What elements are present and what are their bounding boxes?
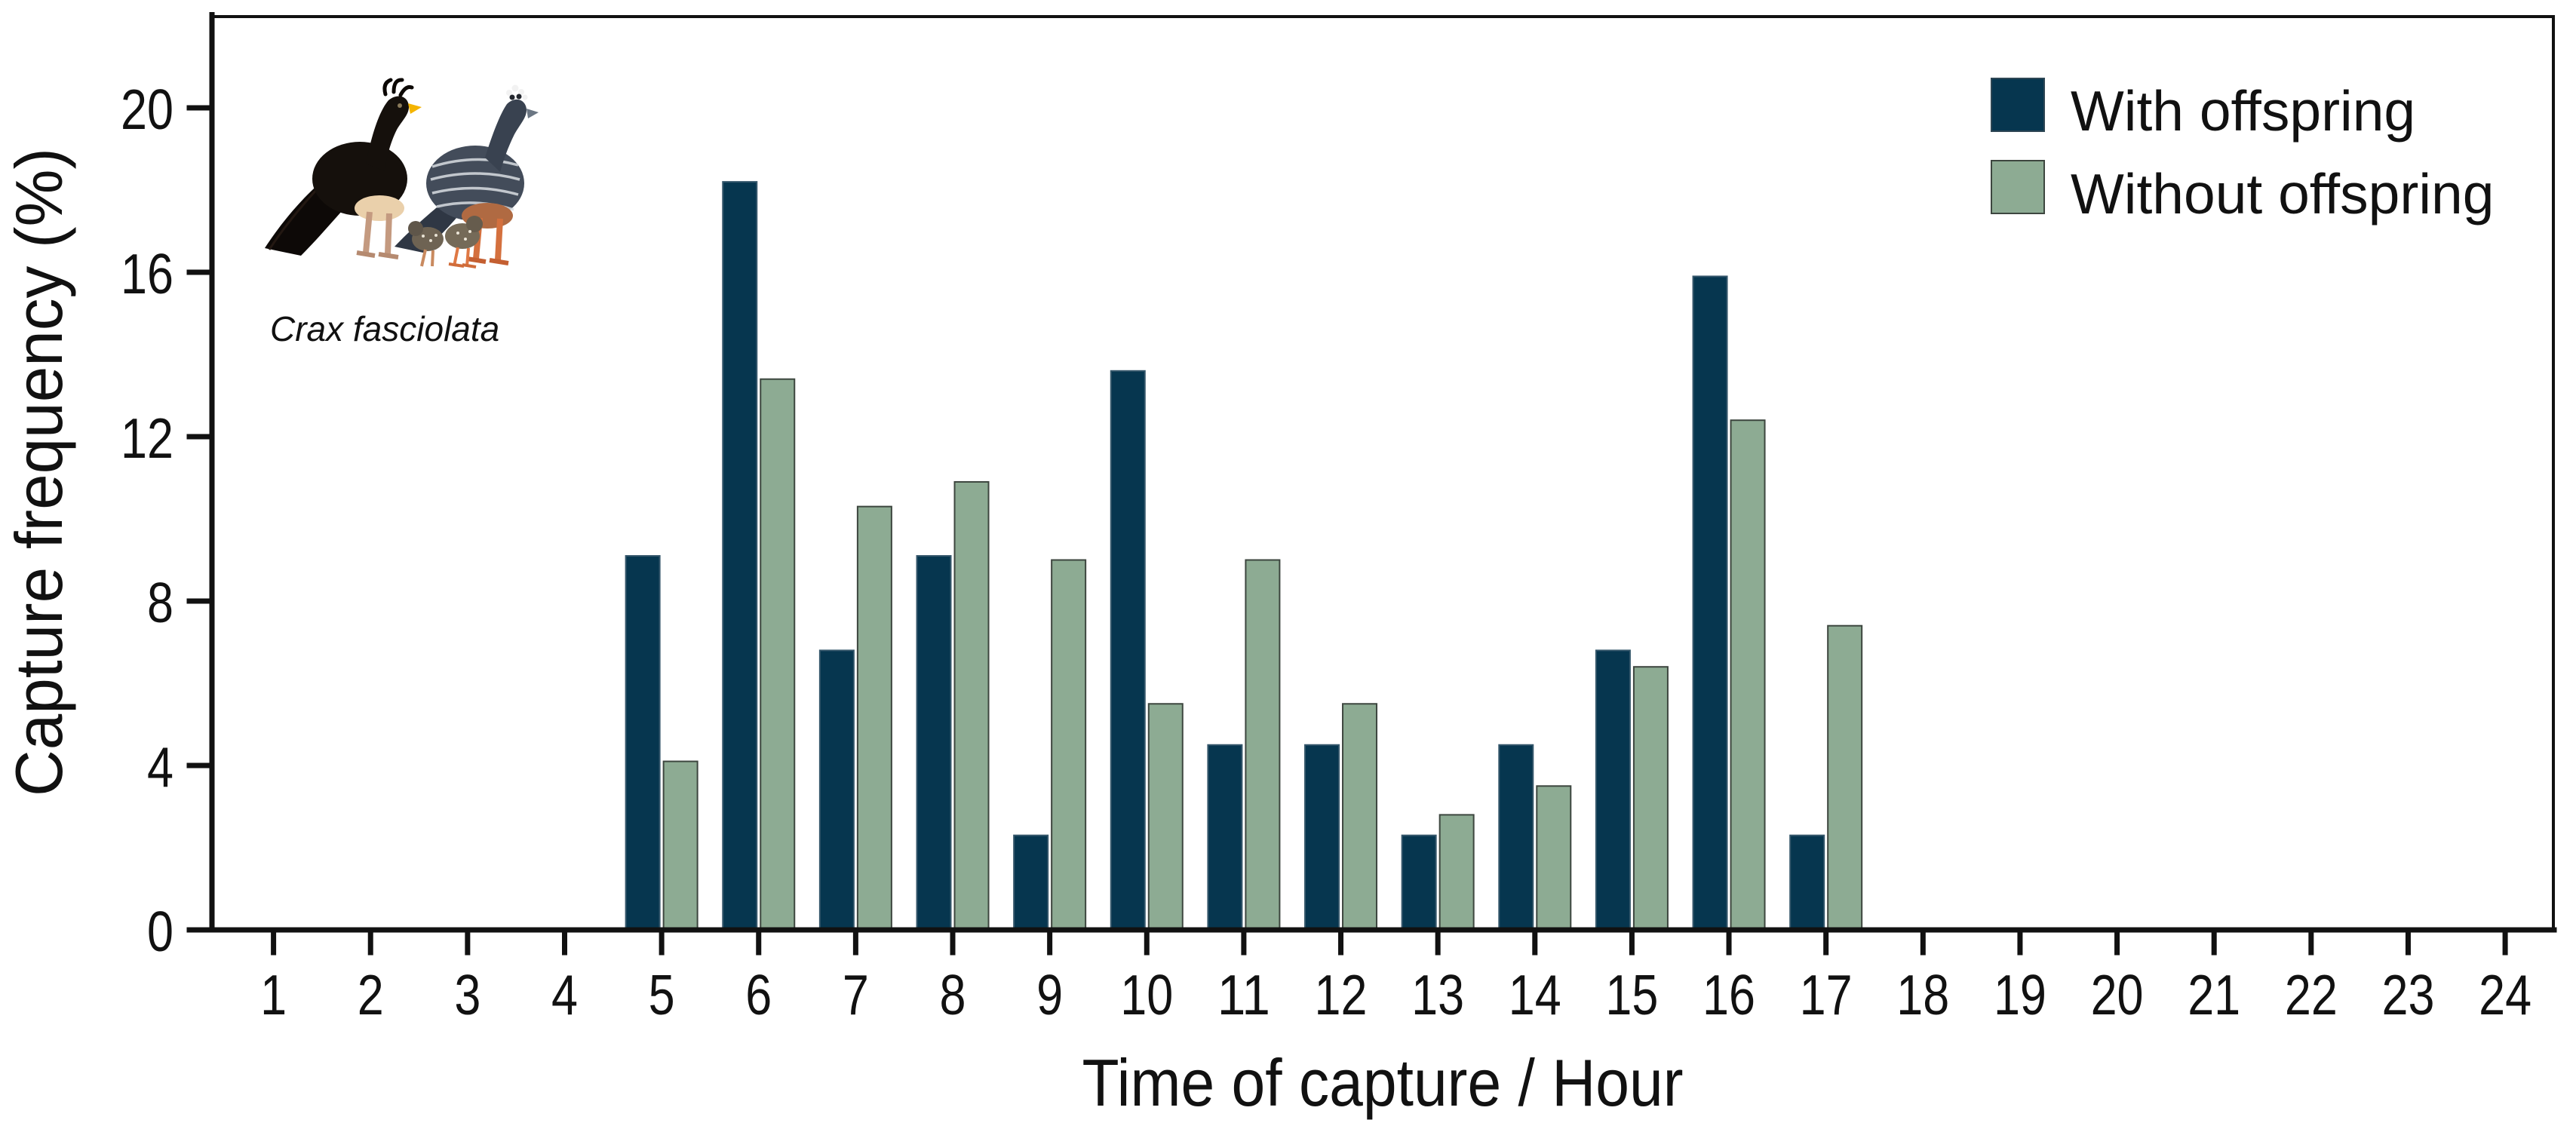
legend-label-without-offspring: Without offspring bbox=[2071, 162, 2494, 225]
x-tick-label: 8 bbox=[940, 963, 966, 1026]
x-tick-label: 9 bbox=[1036, 963, 1063, 1026]
bar-with-offspring-hour-8 bbox=[916, 555, 952, 931]
x-tick-label: 15 bbox=[1605, 963, 1658, 1026]
bar-with-offspring-hour-13 bbox=[1401, 834, 1437, 931]
bar-with-offspring-hour-5 bbox=[625, 555, 661, 931]
bar-without-offspring-hour-10 bbox=[1147, 703, 1184, 931]
bars-layer bbox=[625, 181, 1863, 931]
bar-without-offspring-hour-5 bbox=[662, 760, 698, 931]
bar-without-offspring-hour-16 bbox=[1730, 419, 1766, 931]
bar-with-offspring-hour-9 bbox=[1013, 834, 1049, 931]
legend: With offspring Without offspring bbox=[1991, 78, 2494, 225]
x-tick-label: 12 bbox=[1315, 963, 1368, 1026]
bar-without-offspring-hour-14 bbox=[1536, 785, 1572, 931]
y-tick-label: 4 bbox=[147, 735, 173, 799]
bar-with-offspring-hour-16 bbox=[1692, 275, 1728, 931]
bar-without-offspring-hour-12 bbox=[1342, 703, 1378, 931]
bar-without-offspring-hour-9 bbox=[1051, 559, 1087, 931]
male-curassow bbox=[265, 78, 422, 259]
bar-without-offspring-hour-11 bbox=[1245, 559, 1281, 931]
x-tick-label: 17 bbox=[1800, 963, 1853, 1026]
x-ticks-layer: 1 2 3 4 5 6 7 8 9 10 11 12 13 14 15 16 17 18 19 20 21 22 23 24 bbox=[260, 932, 2531, 1026]
bar-without-offspring-hour-8 bbox=[953, 480, 990, 931]
y-tick-label: 0 bbox=[147, 900, 173, 963]
x-tick-label: 20 bbox=[2091, 963, 2144, 1026]
y-tick-label: 8 bbox=[147, 571, 173, 634]
x-tick-label: 22 bbox=[2285, 963, 2338, 1026]
bar-without-offspring-hour-13 bbox=[1438, 814, 1475, 931]
x-tick-label: 4 bbox=[551, 963, 578, 1026]
y-ticks-layer: 0 4 8 12 16 20 bbox=[121, 78, 210, 963]
legend-swatch-without-offspring bbox=[1991, 160, 2045, 214]
x-tick-label: 16 bbox=[1702, 963, 1755, 1026]
bar-with-offspring-hour-15 bbox=[1595, 649, 1631, 931]
x-tick-label: 19 bbox=[1994, 963, 2046, 1026]
x-tick-label: 11 bbox=[1217, 963, 1270, 1026]
x-tick-label: 21 bbox=[2188, 963, 2240, 1026]
bar-without-offspring-hour-17 bbox=[1827, 624, 1863, 931]
y-tick-label: 16 bbox=[121, 242, 173, 305]
x-tick-label: 23 bbox=[2381, 963, 2434, 1026]
legend-swatch-with-offspring bbox=[1991, 78, 2045, 132]
bird-illustration bbox=[265, 78, 539, 268]
x-tick-label: 7 bbox=[843, 963, 869, 1026]
legend-label-with-offspring: With offspring bbox=[2071, 79, 2415, 143]
x-tick-label: 13 bbox=[1411, 963, 1464, 1026]
curassow-chicks bbox=[408, 216, 483, 268]
x-tick-label: 24 bbox=[2479, 963, 2531, 1026]
species-annotation: Crax fasciolata bbox=[270, 309, 499, 348]
bar-with-offspring-hour-14 bbox=[1498, 744, 1534, 931]
x-tick-label: 6 bbox=[745, 963, 772, 1026]
bar-with-offspring-hour-17 bbox=[1789, 834, 1825, 931]
bar-without-offspring-hour-15 bbox=[1632, 666, 1669, 931]
x-tick-label: 14 bbox=[1509, 963, 1561, 1026]
y-tick-label: 20 bbox=[121, 78, 173, 141]
x-axis-title: Time of capture / Hour bbox=[1082, 1045, 1684, 1120]
x-tick-label: 3 bbox=[454, 963, 481, 1026]
bar-with-offspring-hour-7 bbox=[818, 649, 855, 931]
plot-frame bbox=[209, 12, 2557, 933]
bar-without-offspring-hour-6 bbox=[760, 378, 796, 931]
bar-with-offspring-hour-12 bbox=[1304, 744, 1340, 931]
x-tick-label: 5 bbox=[649, 963, 675, 1026]
x-tick-label: 10 bbox=[1120, 963, 1173, 1026]
y-axis-title: Capture frequency (%) bbox=[2, 148, 76, 796]
bar-with-offspring-hour-6 bbox=[722, 181, 758, 931]
bar-with-offspring-hour-10 bbox=[1110, 370, 1146, 931]
bar-with-offspring-hour-11 bbox=[1207, 744, 1243, 931]
y-tick-label: 12 bbox=[121, 407, 173, 470]
bar-without-offspring-hour-7 bbox=[856, 505, 892, 931]
x-tick-label: 18 bbox=[1896, 963, 1949, 1026]
x-tick-label: 1 bbox=[260, 963, 287, 1026]
x-tick-label: 2 bbox=[358, 963, 384, 1026]
